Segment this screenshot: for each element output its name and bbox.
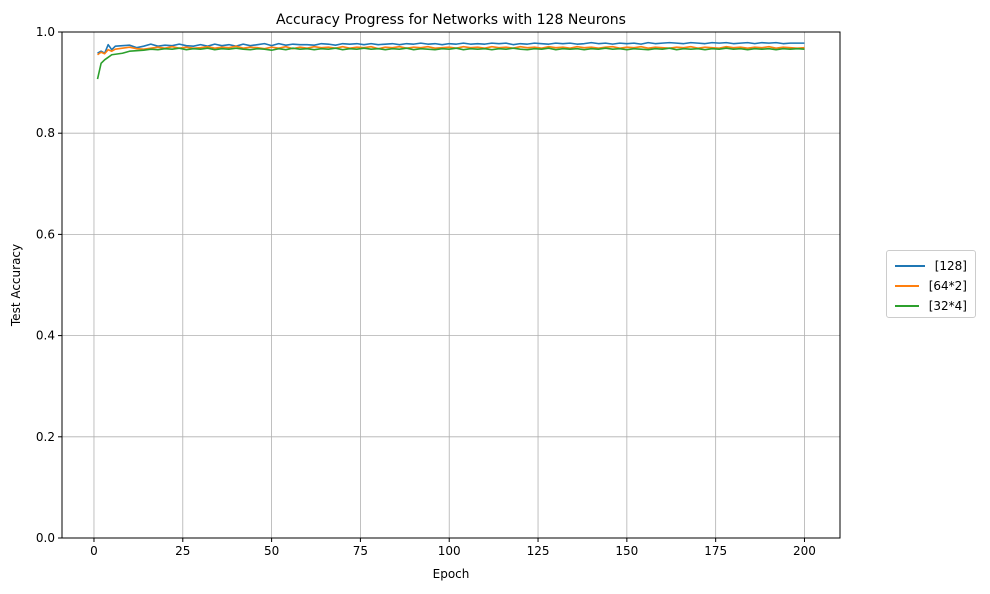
x-tick-label: 75 (353, 544, 368, 558)
legend-swatch (895, 305, 919, 307)
series-line-1 (97, 45, 805, 56)
legend-entry: [32*4] (895, 296, 967, 316)
x-tick-label: 0 (90, 544, 98, 558)
legend-label: [32*4] (928, 299, 967, 313)
grid-lines (62, 31, 840, 539)
x-tick-label: 100 (438, 544, 461, 558)
legend-label: [128] (934, 259, 967, 273)
x-tick-label: 175 (704, 544, 727, 558)
y-tick-label: 0.2 (36, 430, 55, 444)
y-axis-label: Test Accuracy (9, 244, 23, 327)
x-tick-label: 200 (793, 544, 816, 558)
x-tick-label: 150 (615, 544, 638, 558)
series-lines (96, 41, 805, 80)
y-tick-label: 1.0 (36, 25, 55, 39)
x-tick-label: 25 (175, 544, 190, 558)
legend-swatch (895, 265, 925, 267)
plot-area-frame (61, 31, 841, 539)
y-tick-label: 0.4 (36, 329, 55, 343)
series-line-0 (97, 41, 805, 55)
x-axis-label: Epoch (433, 567, 470, 581)
legend: [128] [64*2] [32*4] (886, 250, 976, 318)
x-tick-label: 50 (264, 544, 279, 558)
axis-ticks: 0 25 50 75 100 125 150 175 200 0.0 0.2 0.4 0.6 0.8 1.0 (36, 25, 816, 558)
legend-entry: [128] (895, 256, 967, 276)
y-tick-label: 0.8 (36, 126, 55, 140)
x-tick-label: 125 (527, 544, 550, 558)
legend-label: [64*2] (928, 279, 967, 293)
y-tick-label: 0.0 (36, 531, 55, 545)
chart-title: Accuracy Progress for Networks with 128 … (276, 12, 626, 28)
series-line-2 (96, 47, 805, 80)
legend-swatch (895, 285, 919, 287)
y-tick-label: 0.6 (36, 227, 55, 241)
legend-entry: [64*2] (895, 276, 967, 296)
